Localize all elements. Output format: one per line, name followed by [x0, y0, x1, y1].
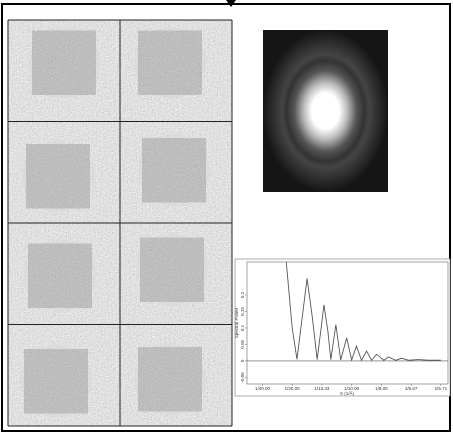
- diffraction-pattern: [263, 30, 388, 192]
- x-tick-label: 1/5.71: [435, 386, 448, 391]
- scale-bar-label: 8 Å: [400, 127, 413, 136]
- x-axis-label: S (1/Å): [340, 390, 355, 396]
- x-tick-label: 1/10.00: [344, 386, 360, 391]
- particle: [138, 30, 202, 95]
- particle-grid: [7, 19, 233, 427]
- particle: [26, 144, 90, 209]
- x-tick-label: 1/40.00: [255, 386, 271, 391]
- figure-border: [1, 3, 451, 432]
- x-tick-label: 1/20.00: [285, 386, 301, 391]
- particle: [28, 243, 92, 308]
- y-tick-label: 0.2: [240, 291, 245, 298]
- plot-area: [246, 261, 449, 385]
- x-tick-label: 1/6.67: [405, 386, 418, 391]
- y-axis-label: Spectral Power: [234, 307, 239, 338]
- y-tick-label: -0.05: [240, 372, 245, 383]
- y-tick-label: 0: [240, 359, 245, 362]
- x-tick-label: 1/8.00: [375, 386, 388, 391]
- particle: [32, 30, 96, 95]
- particle: [140, 237, 204, 302]
- particle: [138, 347, 202, 412]
- y-tick-label: 0.05: [240, 340, 245, 349]
- plot-frame: [234, 258, 451, 397]
- particle: [24, 349, 88, 414]
- particle: [142, 138, 206, 203]
- x-tick-label: 1/13.33: [314, 386, 330, 391]
- spectrum-line: [285, 262, 441, 362]
- y-tick-label: 0.15: [240, 307, 245, 316]
- pointer-arrow: [226, 0, 236, 7]
- y-tick-label: 0.1: [240, 324, 245, 331]
